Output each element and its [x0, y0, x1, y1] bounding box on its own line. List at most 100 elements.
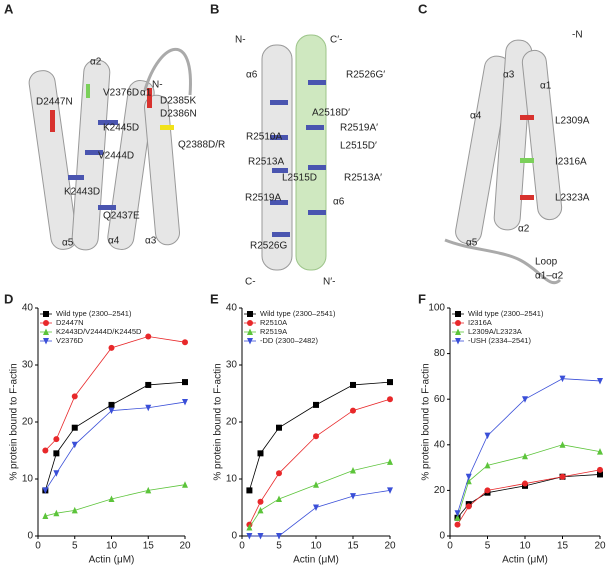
legend-label: K2443D/V2444D/K2445D [56, 327, 142, 336]
x-tick-label: 20 [384, 541, 396, 552]
structure-label: α4 [108, 236, 120, 247]
panel-letter: E [210, 291, 219, 306]
legend-marker [455, 328, 461, 335]
structure-label: D2385K [160, 96, 196, 107]
y-tick-label: 0 [27, 531, 33, 542]
data-point [484, 432, 491, 440]
data-point [559, 375, 566, 383]
data-point [313, 433, 319, 440]
series-line [249, 398, 391, 525]
structure-label: α6 [333, 197, 345, 208]
structure-label: K2443D [64, 187, 100, 198]
data-point [313, 504, 319, 511]
data-point [53, 436, 60, 443]
data-point [465, 503, 472, 510]
data-point [145, 381, 152, 388]
series-line [457, 469, 601, 525]
structure-label: -N [572, 30, 583, 41]
structure-label: α1–α2 [535, 271, 564, 282]
structure-label: R2513A [248, 157, 284, 168]
series-line [457, 444, 601, 518]
legend-label: -USH (2334–2541) [468, 336, 531, 345]
data-point [276, 495, 282, 502]
data-point [313, 481, 319, 488]
legend-label: R2519A [260, 327, 287, 336]
structure-label: α3 [145, 236, 157, 247]
x-axis-label: Actin (μM) [502, 555, 548, 566]
structure-label: Loop [535, 257, 558, 268]
legend-label: D2447N [56, 318, 84, 327]
data-point [522, 452, 528, 460]
data-point [53, 470, 60, 477]
series-line [249, 461, 391, 528]
x-axis-label: Actin (μM) [89, 555, 135, 566]
structure-label: R2513A′ [344, 173, 382, 184]
data-point [108, 407, 115, 415]
y-axis-label: % protein bound to F-actin [421, 363, 432, 480]
panel-letter: F [418, 291, 426, 306]
data-point [182, 399, 188, 406]
data-point [350, 381, 356, 388]
data-point [53, 450, 60, 457]
legend-marker [455, 320, 461, 326]
structure-label: α2 [90, 57, 102, 68]
data-point [350, 493, 356, 500]
legend-marker [43, 320, 49, 326]
data-point [53, 509, 60, 517]
y-tick-label: 0 [231, 531, 237, 542]
structure-label: α2 [518, 224, 530, 235]
x-axis-label: Actin (μM) [293, 555, 339, 566]
data-point [108, 344, 115, 351]
y-tick-label: 40 [226, 303, 238, 314]
legend-marker [247, 338, 253, 345]
series-line [44, 381, 186, 491]
legend-label: L2309A/L2323A [468, 327, 522, 336]
data-point [454, 514, 461, 521]
data-point [597, 471, 603, 478]
data-point [71, 424, 78, 431]
structure-label: C′- [330, 35, 342, 46]
data-point [276, 424, 282, 431]
data-point [387, 458, 393, 465]
data-point [597, 466, 603, 473]
structure-label: R2519A [245, 193, 281, 204]
data-point [246, 487, 253, 494]
data-point [42, 512, 49, 520]
x-tick-label: 15 [347, 541, 359, 552]
x-tick-label: 20 [594, 541, 606, 552]
data-point [559, 441, 566, 448]
structure-label: N- [235, 35, 246, 46]
data-point [350, 407, 356, 414]
data-point [276, 470, 282, 477]
y-tick-label: 30 [22, 360, 34, 371]
structure-label: D2447N [36, 97, 73, 108]
legend-marker [43, 338, 49, 345]
structure-label: α1 [540, 81, 552, 92]
data-point [454, 510, 461, 517]
structure-label: A2518D′ [312, 108, 350, 119]
series-line [45, 484, 186, 517]
series-line [249, 490, 391, 537]
data-point [182, 379, 188, 386]
data-point [42, 487, 49, 494]
data-point [145, 333, 152, 340]
legend-label: V2376D [56, 336, 84, 345]
y-tick-label: 10 [226, 474, 238, 485]
x-tick-label: 0 [447, 541, 453, 552]
data-point [350, 466, 356, 474]
y-tick-label: 80 [434, 348, 446, 359]
structure-label: R2519A′ [340, 123, 378, 134]
series-line [249, 381, 391, 491]
x-tick-label: 10 [106, 541, 118, 552]
data-point [108, 401, 115, 408]
structure-label: N- [152, 80, 163, 91]
structure-label: N′- [323, 277, 335, 288]
data-point [257, 506, 264, 514]
data-point [597, 448, 603, 455]
data-point [257, 533, 264, 540]
data-point [313, 401, 319, 408]
series-line [45, 336, 186, 451]
structure-label: D2386N [160, 109, 197, 120]
data-point [71, 441, 78, 449]
legend-marker [43, 311, 49, 317]
